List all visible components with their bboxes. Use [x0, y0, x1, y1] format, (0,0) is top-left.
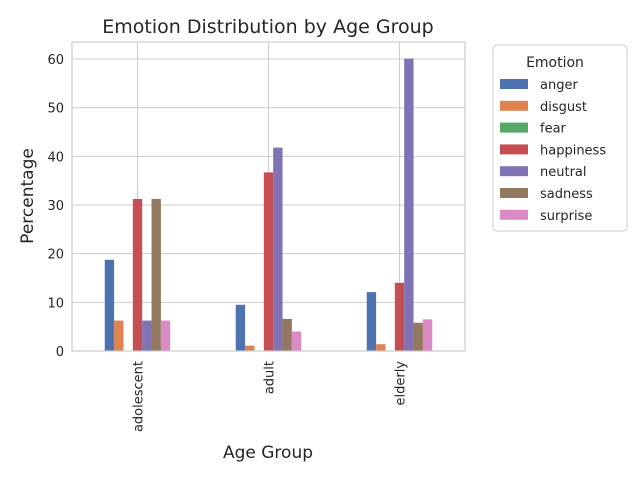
y-tick-label: 50	[47, 102, 64, 117]
x-axis-ticks: adolescent adult elderly	[132, 361, 409, 432]
x-tick-label: adult	[263, 361, 278, 394]
x-axis-label: Age Group	[223, 443, 313, 463]
bar-neutral-adult	[273, 147, 283, 351]
bar-disgust-elderly	[376, 344, 386, 351]
y-tick-label: 20	[47, 248, 64, 263]
y-tick-label: 30	[47, 199, 64, 214]
bar-anger-elderly	[366, 292, 377, 351]
bar-happiness-adult	[263, 172, 274, 351]
legend: Emotion anger disgust fear happiness neutral…	[492, 44, 628, 232]
legend-label-anger: anger	[540, 78, 578, 93]
bar-sadness-elderly	[413, 322, 423, 351]
y-tick-label: 40	[47, 150, 64, 165]
bar-surprise-adolescent	[160, 320, 171, 351]
bar-happiness-elderly	[394, 282, 405, 351]
bar-anger-adult	[235, 304, 246, 351]
legend-items: anger disgust fear happiness neutral sadness s…	[500, 78, 606, 224]
bar-anger-adolescent	[104, 259, 115, 351]
y-axis-ticks: 0 10 20 30 40 50 60	[47, 53, 64, 360]
bar-neutral-elderly	[404, 58, 414, 351]
bar-surprise-elderly	[422, 319, 433, 351]
legend-label-neutral: neutral	[540, 165, 587, 180]
legend-label-happiness: happiness	[540, 143, 606, 158]
y-tick-label: 10	[47, 296, 64, 311]
bar-surprise-adult	[291, 331, 302, 351]
bar-neutral-adolescent	[142, 320, 152, 351]
legend-label-fear: fear	[540, 122, 567, 137]
x-tick-label: adolescent	[132, 361, 147, 432]
bar-happiness-adolescent	[132, 198, 143, 351]
bar-disgust-adult	[245, 345, 255, 351]
legend-swatch-disgust	[500, 100, 528, 111]
legend-label-sadness: sadness	[540, 187, 593, 202]
bar-sadness-adolescent	[151, 198, 161, 351]
legend-box	[492, 44, 628, 232]
plot-frame	[71, 41, 466, 352]
legend-swatch-anger	[500, 79, 528, 89]
legend-swatch-happiness	[500, 144, 528, 155]
legend-swatch-neutral	[500, 166, 528, 177]
legend-label-disgust: disgust	[540, 100, 587, 115]
chart-title: Emotion Distribution by Age Group	[102, 16, 433, 38]
bar-sadness-adult	[282, 318, 292, 351]
y-axis-label: Percentage	[18, 148, 38, 244]
x-tick-label: elderly	[394, 361, 409, 406]
legend-swatch-sadness	[500, 188, 528, 198]
y-tick-label: 0	[56, 345, 64, 360]
legend-swatch-surprise	[500, 209, 528, 220]
bars	[104, 58, 433, 351]
legend-label-surprise: surprise	[540, 209, 592, 224]
legend-title: Emotion	[526, 55, 584, 71]
y-tick-label: 60	[47, 53, 64, 68]
legend-swatch-fear	[500, 122, 528, 133]
bar-disgust-adolescent	[114, 320, 124, 351]
